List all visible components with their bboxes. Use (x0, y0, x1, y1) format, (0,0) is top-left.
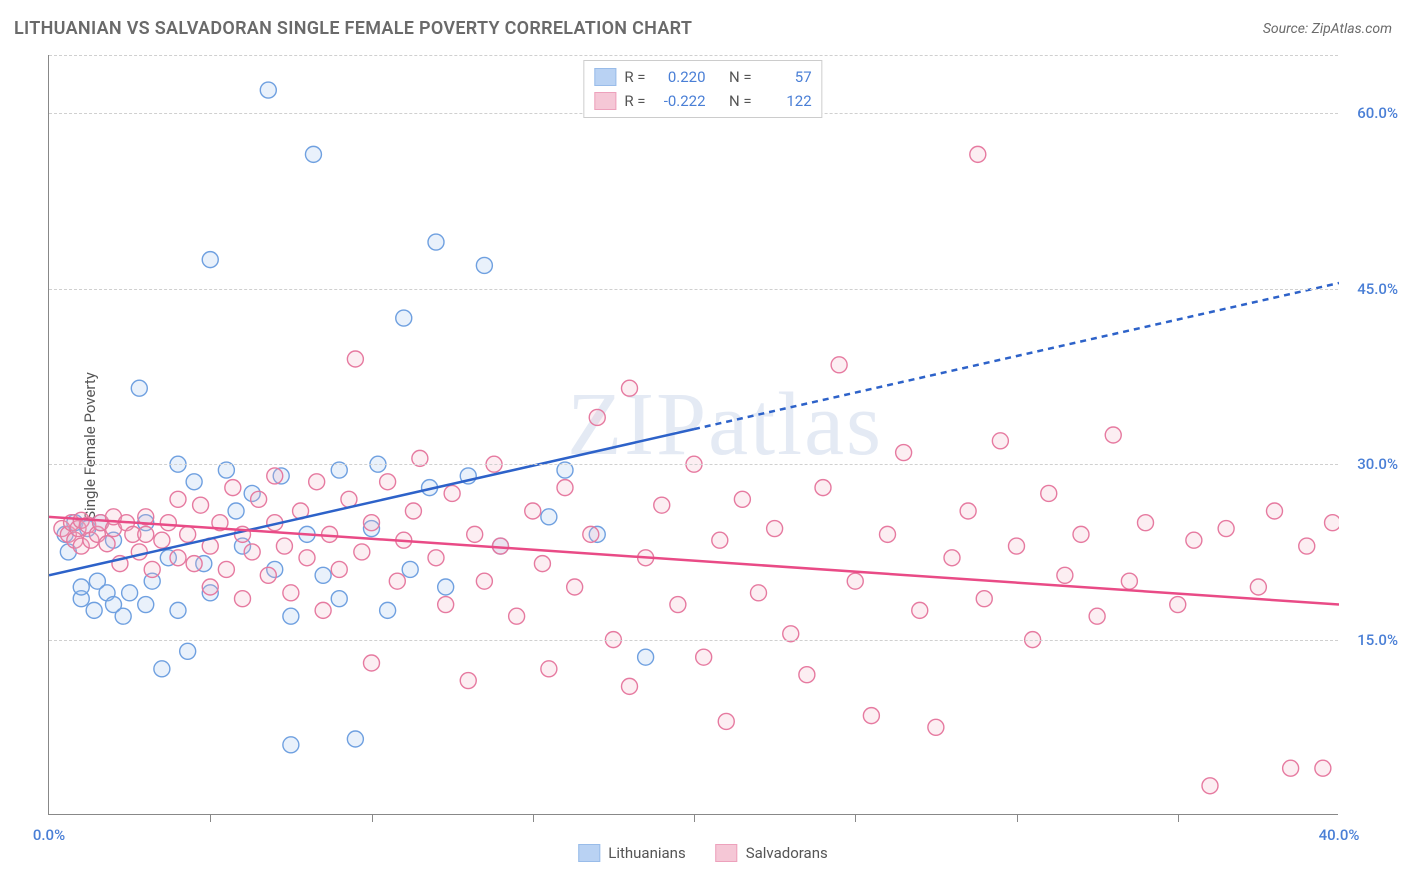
plot-area: ZIPatlas 15.0%30.0%45.0%60.0%0.0%40.0% (48, 55, 1338, 815)
legend-row-salvadorans: R = -0.222 N = 122 (594, 89, 811, 113)
r-value-lithuanians: 0.220 (654, 65, 706, 89)
legend-row-lithuanians: R = 0.220 N = 57 (594, 65, 811, 89)
swatch-lithuanians (578, 844, 600, 862)
y-tick-label: 45.0% (1357, 280, 1398, 298)
series-label-lithuanians: Lithuanians (608, 844, 685, 862)
legend-series: Lithuanians Salvadorans (578, 844, 827, 862)
source-label: Source: ZipAtlas.com (1263, 21, 1392, 37)
y-tick-label: 60.0% (1357, 104, 1398, 122)
chart-title: LITHUANIAN VS SALVADORAN SINGLE FEMALE P… (14, 18, 692, 39)
y-tick-label: 30.0% (1357, 455, 1398, 473)
r-label: R = (624, 65, 645, 89)
n-label: N = (729, 65, 752, 89)
swatch-salvadorans (594, 92, 616, 110)
legend-item-salvadorans: Salvadorans (716, 844, 828, 862)
x-tick-label: 0.0% (33, 826, 65, 844)
x-tick-label: 40.0% (1319, 826, 1360, 844)
legend-correlation: R = 0.220 N = 57 R = -0.222 N = 122 (583, 60, 822, 118)
swatch-lithuanians (594, 68, 616, 86)
r-value-salvadorans: -0.222 (654, 89, 706, 113)
swatch-salvadorans (716, 844, 738, 862)
title-bar: LITHUANIAN VS SALVADORAN SINGLE FEMALE P… (14, 18, 1392, 39)
r-label: R = (624, 89, 645, 113)
legend-item-lithuanians: Lithuanians (578, 844, 685, 862)
n-value-lithuanians: 57 (760, 65, 812, 89)
n-label: N = (729, 89, 752, 113)
y-tick-label: 15.0% (1357, 631, 1398, 649)
n-value-salvadorans: 122 (760, 89, 812, 113)
series-label-salvadorans: Salvadorans (746, 844, 828, 862)
scatter-chart (49, 55, 1339, 815)
